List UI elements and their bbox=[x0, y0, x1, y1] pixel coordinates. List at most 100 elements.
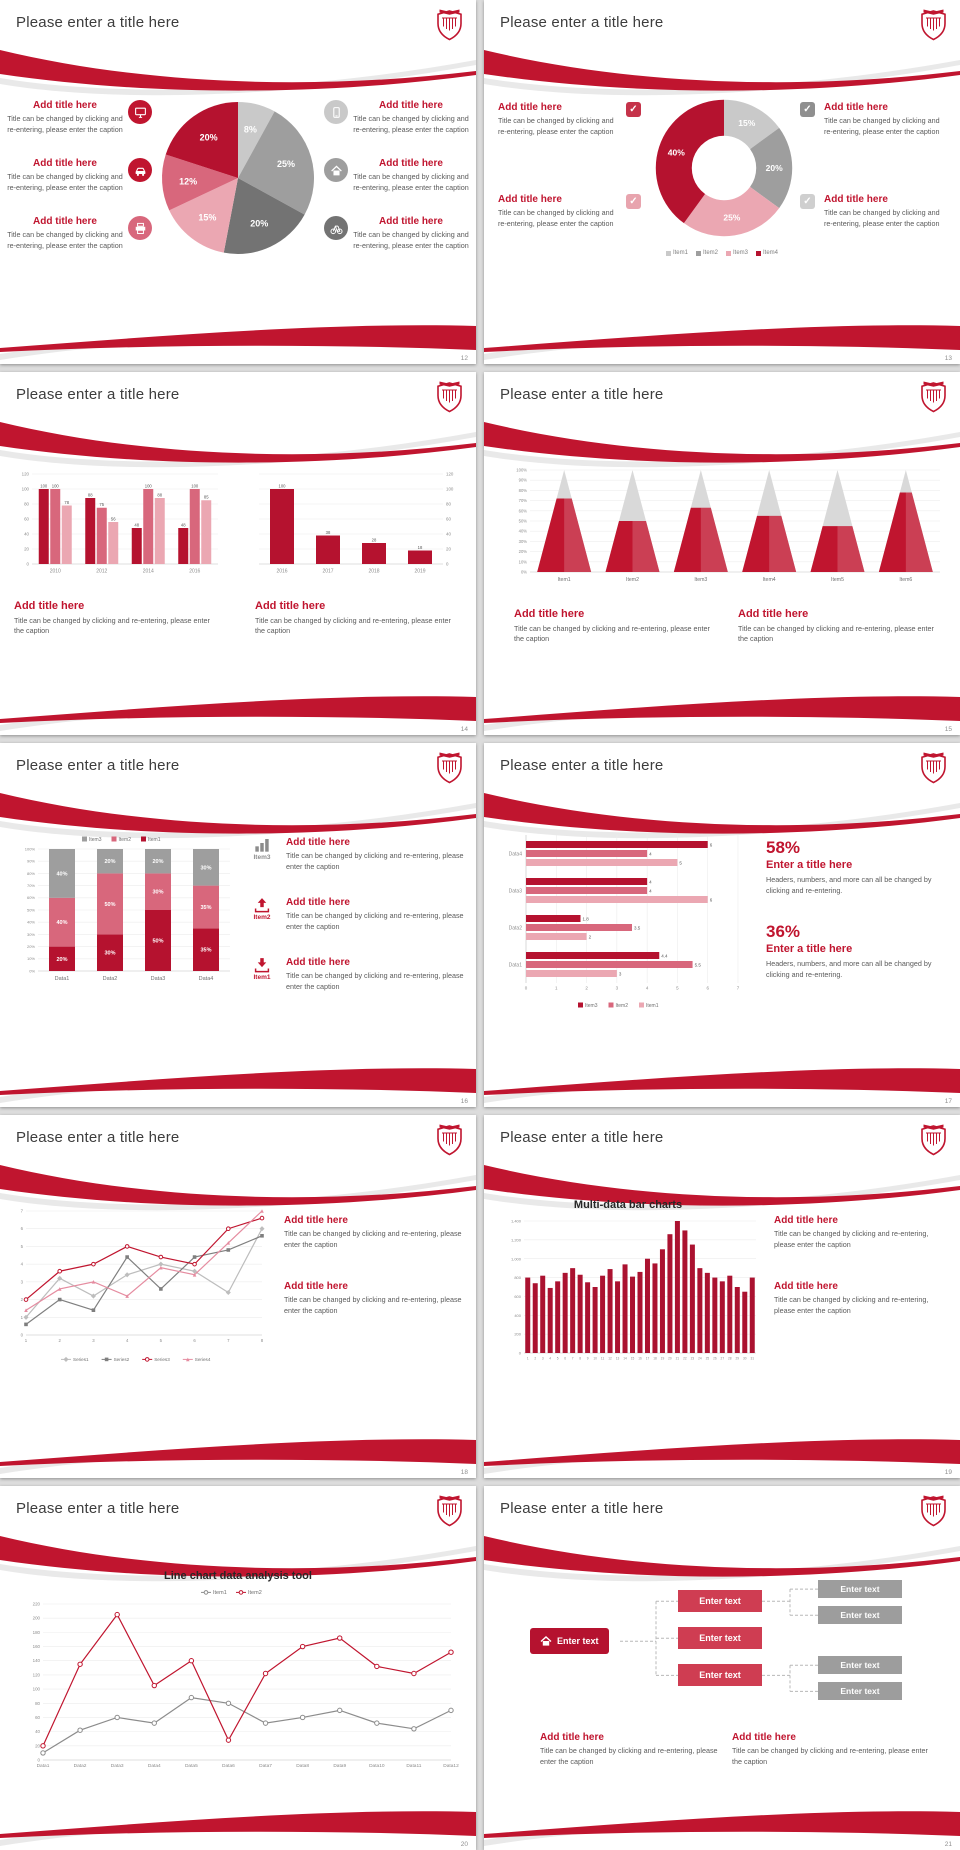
svg-text:80: 80 bbox=[446, 501, 451, 506]
bicycle-icon bbox=[324, 216, 348, 240]
svg-text:Item6: Item6 bbox=[899, 577, 912, 583]
svg-text:2010: 2010 bbox=[50, 568, 61, 574]
slide-thumbnail-21[interactable]: Please enter a title here Enter text Ent… bbox=[484, 1486, 960, 1850]
cone-chart: 0% 10% 20% 30% 40% 50% 60% 70% 80% 90% 100% Item1 It… bbox=[516, 467, 940, 583]
org-leaf: Enter text bbox=[818, 1606, 902, 1625]
svg-text:120: 120 bbox=[446, 471, 454, 476]
svg-text:40%: 40% bbox=[519, 528, 528, 533]
svg-text:3: 3 bbox=[21, 1279, 24, 1284]
svg-text:1,000: 1,000 bbox=[511, 1256, 522, 1261]
slide-title: Please enter a title here bbox=[16, 757, 180, 775]
svg-text:80: 80 bbox=[35, 1701, 40, 1706]
slide-thumbnail-13[interactable]: Please enter a title here 15% 20% 25% 40% I… bbox=[484, 0, 960, 364]
footer-swoosh bbox=[484, 696, 960, 732]
legend-item: Item3 bbox=[726, 250, 748, 256]
block-title: Add title here bbox=[774, 1214, 838, 1226]
monitor-icon bbox=[128, 100, 152, 124]
svg-text:1: 1 bbox=[21, 1315, 24, 1320]
add-title-block: Add title here Title can be changed by c… bbox=[738, 608, 938, 646]
svg-text:80%: 80% bbox=[519, 487, 528, 492]
svg-text:20: 20 bbox=[668, 1356, 672, 1360]
svg-text:85: 85 bbox=[204, 494, 209, 499]
block-title: Add title here bbox=[284, 1280, 348, 1292]
block-caption: Title can be changed by clicking and re-… bbox=[498, 208, 614, 228]
block-title: Add title here bbox=[33, 158, 97, 169]
add-title-block: Add title here Title can be changed by c… bbox=[540, 1732, 720, 1768]
svg-text:Item3: Item3 bbox=[89, 837, 102, 843]
header-swoosh bbox=[0, 421, 476, 467]
svg-text:2019: 2019 bbox=[414, 568, 425, 574]
svg-text:200: 200 bbox=[514, 1332, 521, 1337]
school-crest-logo bbox=[921, 380, 946, 412]
svg-text:20%: 20% bbox=[200, 133, 218, 143]
svg-text:5: 5 bbox=[557, 1356, 559, 1360]
svg-text:28: 28 bbox=[372, 537, 377, 542]
svg-text:100%: 100% bbox=[516, 467, 527, 472]
svg-text:2: 2 bbox=[534, 1356, 536, 1360]
svg-text:Series1: Series1 bbox=[73, 1357, 89, 1362]
upload-icon bbox=[254, 897, 270, 913]
donut-chart: 15% 20% 25% 40% bbox=[655, 99, 793, 237]
svg-text:90%: 90% bbox=[27, 859, 35, 864]
svg-text:Data2: Data2 bbox=[74, 1763, 87, 1769]
svg-text:3.5: 3.5 bbox=[634, 926, 641, 931]
svg-text:100: 100 bbox=[191, 483, 199, 488]
school-crest-logo bbox=[921, 1123, 946, 1156]
svg-text:Data1: Data1 bbox=[37, 1763, 50, 1769]
svg-text:100: 100 bbox=[52, 483, 60, 488]
slide-thumbnail-14[interactable]: Please enter a title here 0 20 40 60 80 100 12… bbox=[0, 371, 476, 736]
block-caption: Title can be changed by clicking and re-… bbox=[498, 116, 614, 136]
page-number: 20 bbox=[457, 1841, 471, 1848]
svg-text:20%: 20% bbox=[519, 549, 528, 554]
svg-text:12: 12 bbox=[608, 1356, 612, 1360]
slide-title: Please enter a title here bbox=[16, 1128, 180, 1146]
svg-text:5: 5 bbox=[679, 861, 682, 866]
block-title: Add title here bbox=[379, 158, 443, 169]
block-caption: Title can be changed by clicking and re-… bbox=[286, 851, 464, 871]
block-caption: Title can be changed by clicking and re-… bbox=[353, 114, 469, 134]
add-title-block: Add title here Title can be changed by c… bbox=[498, 102, 618, 138]
svg-text:Series4: Series4 bbox=[195, 1357, 211, 1362]
slide-thumbnail-19[interactable]: Please enter a title here Multi-data bar… bbox=[484, 1114, 960, 1479]
printer-icon bbox=[128, 216, 152, 240]
svg-text:1.8: 1.8 bbox=[583, 917, 590, 922]
block-caption: Title can be changed by clicking and re-… bbox=[353, 172, 469, 192]
svg-text:15: 15 bbox=[631, 1356, 635, 1360]
page-number: 15 bbox=[941, 726, 955, 734]
svg-text:50%: 50% bbox=[152, 939, 163, 945]
svg-text:40: 40 bbox=[446, 531, 451, 536]
svg-text:90%: 90% bbox=[519, 477, 528, 482]
checkbox-icon: ✓ bbox=[626, 102, 641, 117]
slide-thumbnail-12[interactable]: Please enter a title here 8% 25% 20% 15% 12%… bbox=[0, 0, 476, 364]
slide-title: Please enter a title here bbox=[500, 757, 664, 775]
item3-icon-cell: Item3 bbox=[244, 837, 280, 861]
svg-text:6: 6 bbox=[706, 986, 709, 991]
slide-thumbnail-17[interactable]: Please enter a title here 0 1 2 3 4 5 6 7 6 4 5 Dat… bbox=[484, 743, 960, 1107]
page-number: 12 bbox=[457, 354, 471, 362]
svg-text:30%: 30% bbox=[152, 890, 163, 896]
svg-text:12%: 12% bbox=[179, 176, 197, 186]
svg-text:23: 23 bbox=[691, 1356, 695, 1360]
svg-text:40%: 40% bbox=[668, 147, 685, 157]
block-caption: Title can be changed by clicking and re-… bbox=[824, 116, 940, 136]
svg-text:2017: 2017 bbox=[322, 568, 333, 574]
svg-text:2016: 2016 bbox=[276, 568, 287, 574]
svg-text:15%: 15% bbox=[198, 213, 216, 223]
block-title: Add title here bbox=[732, 1732, 796, 1744]
svg-text:4: 4 bbox=[649, 889, 652, 894]
svg-text:160: 160 bbox=[33, 1644, 41, 1649]
svg-text:25%: 25% bbox=[277, 159, 295, 169]
add-title-block: Add title here Title can be changed by c… bbox=[824, 102, 948, 138]
slide-thumbnail-20[interactable]: Please enter a title here Line chart dat… bbox=[0, 1486, 476, 1850]
svg-text:10%: 10% bbox=[27, 956, 35, 961]
svg-text:Data3: Data3 bbox=[111, 1763, 124, 1769]
block-caption: Title can be changed by clicking and re-… bbox=[286, 971, 464, 991]
svg-text:800: 800 bbox=[514, 1275, 521, 1280]
svg-text:Data9: Data9 bbox=[333, 1763, 346, 1769]
slide-thumbnail-15[interactable]: Please enter a title here 0% 10% 20% 30% 40%… bbox=[484, 371, 960, 736]
slide-thumbnail-16[interactable]: Please enter a title here Item3 Item2 Item… bbox=[0, 743, 476, 1107]
svg-text:140: 140 bbox=[33, 1659, 41, 1664]
page-number: 21 bbox=[941, 1841, 955, 1848]
